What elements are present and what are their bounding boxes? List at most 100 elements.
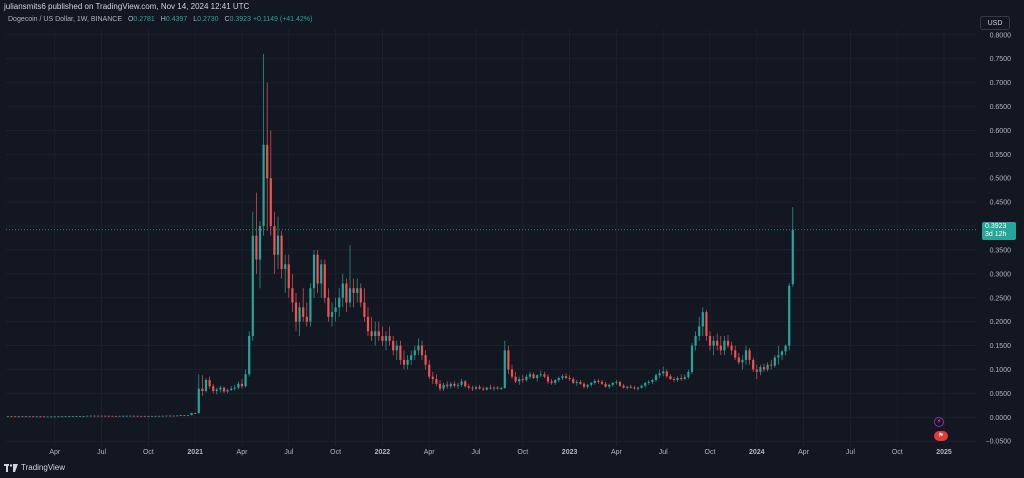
- candle: [600, 380, 604, 385]
- candle-body: [766, 364, 769, 370]
- x-tick-label: Jul: [659, 449, 668, 456]
- candle: [698, 316, 701, 341]
- candle: [478, 384, 481, 390]
- candle-body: [492, 387, 496, 389]
- candle: [237, 381, 240, 390]
- candle-body: [190, 413, 193, 416]
- candle-body: [741, 359, 744, 363]
- candle-body: [143, 415, 146, 417]
- candle: [395, 340, 398, 360]
- flag-icon[interactable]: ⚑: [934, 431, 948, 441]
- candle: [359, 283, 362, 308]
- candle-body: [478, 387, 481, 389]
- candle: [284, 254, 287, 293]
- candle: [341, 273, 344, 308]
- candle: [269, 130, 272, 236]
- candle-body: [240, 383, 244, 387]
- candle-body: [640, 385, 643, 388]
- candle: [136, 415, 139, 417]
- candle-body: [618, 381, 622, 386]
- candle-body: [68, 416, 71, 418]
- candles: [6, 53, 794, 418]
- candle-body: [348, 288, 352, 303]
- candle-body: [312, 254, 316, 289]
- candle-body: [10, 416, 13, 418]
- candle-body: [550, 381, 553, 383]
- candle: [28, 416, 31, 418]
- candle-body: [176, 415, 179, 417]
- candle-body: [647, 381, 650, 383]
- candle: [370, 316, 373, 341]
- candle: [258, 221, 262, 289]
- candle: [323, 259, 326, 303]
- candle: [730, 341, 733, 356]
- candle-body: [122, 415, 125, 417]
- candle: [71, 416, 74, 417]
- candle: [143, 415, 146, 417]
- last-price-tag: 0.3923 3d 12h: [982, 222, 1016, 240]
- candle-body: [575, 381, 578, 383]
- candle-body: [435, 379, 438, 384]
- candle-body: [608, 384, 611, 387]
- open-value: 0.2781: [133, 16, 155, 23]
- candle: [388, 326, 391, 346]
- candle-body: [395, 345, 398, 351]
- candle: [366, 307, 370, 337]
- candle: [575, 380, 578, 386]
- candle: [345, 278, 348, 313]
- candle-body: [6, 416, 10, 418]
- candle: [60, 416, 64, 418]
- candle-body: [521, 379, 524, 381]
- brand-label: TradingView: [21, 463, 66, 472]
- candle: [312, 249, 316, 298]
- y-tick-label: −0.0500: [986, 439, 1012, 446]
- tradingview-logo-icon: [4, 463, 18, 472]
- candle: [622, 383, 625, 389]
- candle: [147, 415, 150, 417]
- candle: [712, 336, 715, 356]
- candle-body: [496, 387, 499, 389]
- candle-body: [698, 326, 701, 337]
- candle: [752, 357, 755, 372]
- candle-body: [557, 378, 560, 381]
- candle-body: [287, 264, 290, 289]
- candle: [737, 352, 740, 365]
- candle: [212, 383, 215, 394]
- candle: [330, 302, 334, 327]
- candle-body: [370, 331, 373, 337]
- candle: [510, 364, 514, 380]
- candle-body: [104, 415, 107, 417]
- candle-body: [345, 283, 348, 303]
- candle: [251, 211, 254, 341]
- candle: [186, 415, 190, 416]
- y-tick-label: 0.7000: [990, 80, 1012, 87]
- candle: [50, 416, 53, 418]
- candle-body: [64, 416, 67, 418]
- candle: [687, 369, 690, 380]
- candle-body: [100, 415, 103, 417]
- candle: [662, 366, 665, 377]
- x-tick-label: Apr: [798, 449, 810, 456]
- currency-button[interactable]: USD: [980, 16, 1010, 30]
- candle-body: [712, 340, 715, 346]
- y-tick-label: 0.1500: [990, 343, 1012, 350]
- candle-body: [500, 388, 503, 389]
- candle: [453, 381, 456, 388]
- candle-body: [420, 345, 424, 356]
- candle-body: [302, 307, 305, 317]
- candle-body: [726, 340, 730, 346]
- change-value: +0.1149 (+41.42%): [252, 16, 313, 23]
- lightning-icon[interactable]: ⚡: [934, 417, 944, 427]
- tradingview-footer[interactable]: TradingView: [4, 463, 65, 472]
- candle-body: [460, 381, 463, 385]
- candle-body: [89, 415, 92, 417]
- candle-body: [690, 345, 694, 372]
- candle: [676, 376, 679, 382]
- candle: [273, 211, 276, 274]
- candle-body: [518, 379, 521, 382]
- candle-body: [374, 331, 377, 337]
- candle-body: [744, 350, 748, 360]
- candle-body: [593, 380, 596, 383]
- candle: [298, 302, 301, 337]
